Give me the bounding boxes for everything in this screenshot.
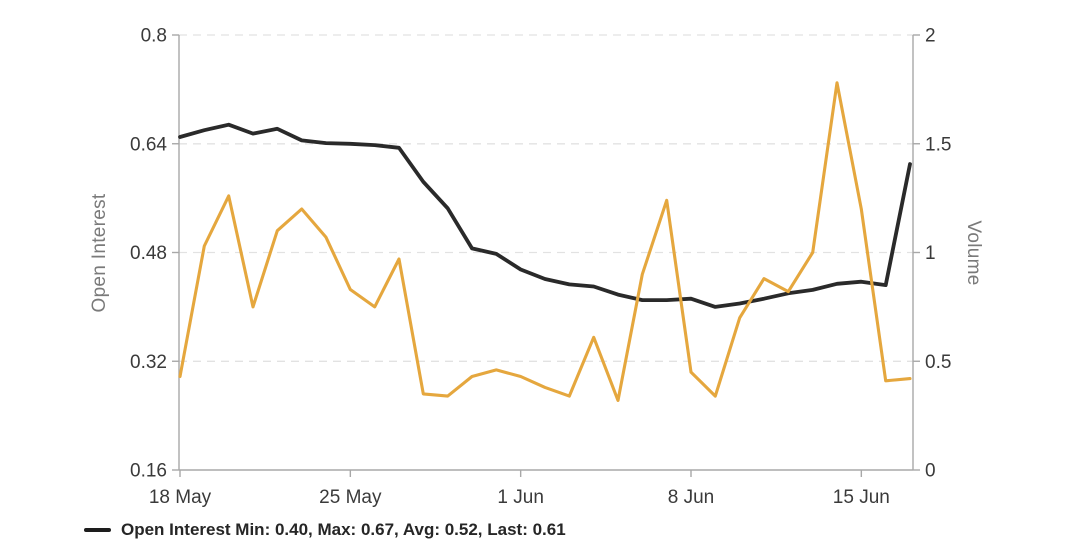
cropped-title-fragment-center (432, 0, 468, 8)
right-axis-title: Volume (963, 220, 984, 286)
left-axis-title: Open Interest (89, 193, 110, 313)
left-axis-tick-label: 0.8 (141, 26, 167, 47)
left-axis-tick-label: 0.32 (130, 352, 167, 373)
left-axis-tick-label: 0.64 (130, 134, 167, 155)
left-axis-tick-label: 0.16 (130, 461, 167, 482)
right-axis-tick-label: 2 (925, 26, 936, 47)
volume-line (178, 81, 912, 402)
x-axis-tick-label: 8 Jun (668, 487, 714, 508)
legend: Open Interest Min: 0.40, Max: 0.67, Avg:… (84, 520, 566, 540)
right-axis-tick-label: 0 (925, 461, 936, 482)
x-axis-tick-label: 18 May (149, 487, 212, 508)
x-axis-tick-label: 1 Jun (497, 487, 543, 508)
x-axis-tick-label: 15 Jun (833, 487, 890, 508)
open-interest-legend-label: Open Interest Min: 0.40, Max: 0.67, Avg:… (121, 520, 566, 539)
right-axis-tick-label: 0.5 (925, 352, 951, 373)
right-axis-tick-label: 1.5 (925, 134, 951, 155)
open-interest-legend-dash-icon (84, 527, 111, 533)
x-axis-tick-label: 25 May (319, 487, 382, 508)
open-interest-line (178, 122, 912, 309)
cropped-title-fragment-left (92, 0, 107, 8)
left-axis-tick-label: 0.48 (130, 243, 167, 264)
right-axis-tick-label: 1 (925, 243, 936, 264)
